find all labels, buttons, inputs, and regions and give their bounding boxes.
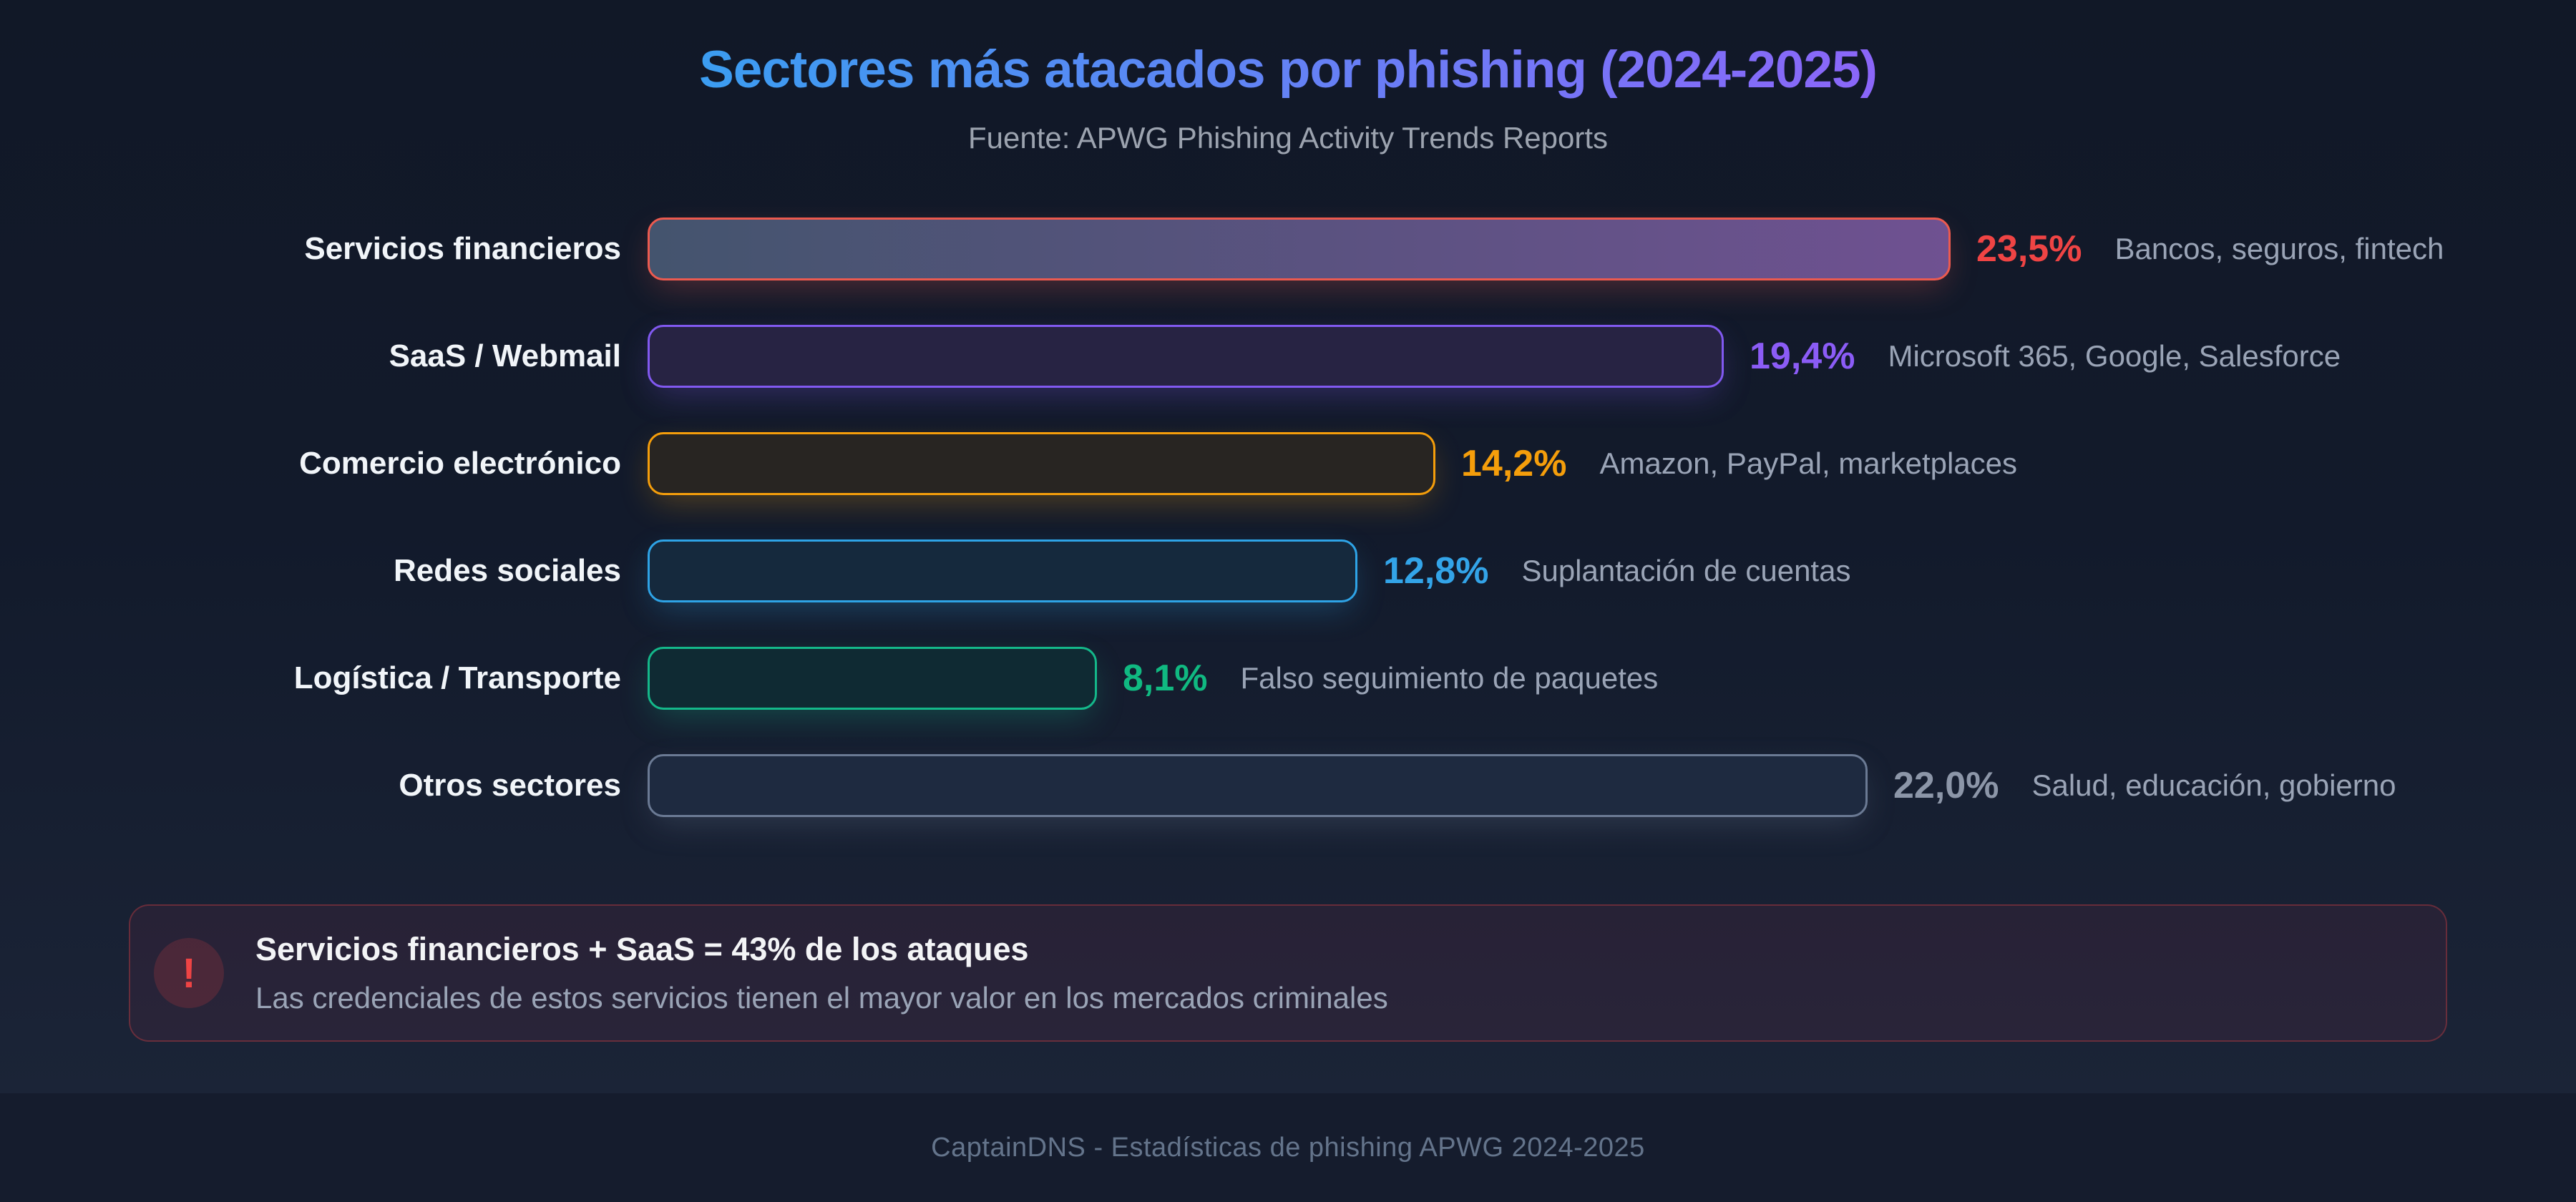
value-label: 19,4% xyxy=(1750,336,1855,377)
category-label: Comercio electrónico xyxy=(299,446,621,481)
value-label: 14,2% xyxy=(1461,443,1567,484)
bar xyxy=(648,754,1868,817)
chart-row: Comercio electrónico 14,2% Amazon, PayPa… xyxy=(0,432,2576,495)
callout-box: ! Servicios financieros + SaaS = 43% de … xyxy=(129,904,2447,1042)
chart-subtitle: Fuente: APWG Phishing Activity Trends Re… xyxy=(967,121,1609,155)
category-description: Salud, educación, gobierno xyxy=(2031,768,2396,802)
footer: CaptainDNS - Estadísticas de phishing AP… xyxy=(0,1093,2576,1202)
category-description: Suplantación de cuentas xyxy=(1521,554,1851,587)
footer-credit: CaptainDNS - Estadísticas de phishing AP… xyxy=(931,1132,1645,1163)
chart-row: Servicios financieros 23,5% Bancos, segu… xyxy=(0,218,2576,280)
category-label: SaaS / Webmail xyxy=(389,338,621,373)
category-label: Servicios financieros xyxy=(304,231,621,266)
category-label: Logística / Transporte xyxy=(293,660,621,695)
chart-row: Redes sociales 12,8% Suplantación de cue… xyxy=(0,539,2576,602)
bar xyxy=(648,539,1357,602)
chart-title: Sectores más atacados por phishing (2024… xyxy=(699,41,1878,99)
category-description: Amazon, PayPal, marketplaces xyxy=(1599,446,2018,480)
category-description: Microsoft 365, Google, Salesforce xyxy=(1888,339,2341,373)
chart-header: Sectores más atacados por phishing (2024… xyxy=(0,40,2576,155)
callout-text: Servicios financieros + SaaS = 43% de lo… xyxy=(255,931,1388,1015)
value-label: 22,0% xyxy=(1893,765,1999,806)
bar-chart: Servicios financieros 23,5% Bancos, segu… xyxy=(0,218,2576,861)
bar xyxy=(648,647,1097,710)
category-label: Redes sociales xyxy=(394,553,621,588)
category-description: Falso seguimiento de paquetes xyxy=(1240,661,1659,695)
bar xyxy=(648,325,1724,388)
callout-subtitle: Las credenciales de estos servicios tien… xyxy=(255,981,1388,1015)
callout-title: Servicios financieros + SaaS = 43% de lo… xyxy=(255,931,1029,967)
bar xyxy=(648,218,1951,280)
chart-row: SaaS / Webmail 19,4% Microsoft 365, Goog… xyxy=(0,325,2576,388)
bar xyxy=(648,432,1435,495)
chart-row: Otros sectores 22,0% Salud, educación, g… xyxy=(0,754,2576,817)
alert-exclamation-icon: ! xyxy=(154,938,224,1008)
category-label: Otros sectores xyxy=(399,768,621,803)
chart-row: Logística / Transporte 8,1% Falso seguim… xyxy=(0,647,2576,710)
value-label: 12,8% xyxy=(1383,550,1489,592)
value-label: 8,1% xyxy=(1123,658,1208,699)
chart-background: Sectores más atacados por phishing (2024… xyxy=(0,0,2576,1093)
category-description: Bancos, seguros, fintech xyxy=(2114,232,2444,265)
value-label: 23,5% xyxy=(1976,228,2082,270)
